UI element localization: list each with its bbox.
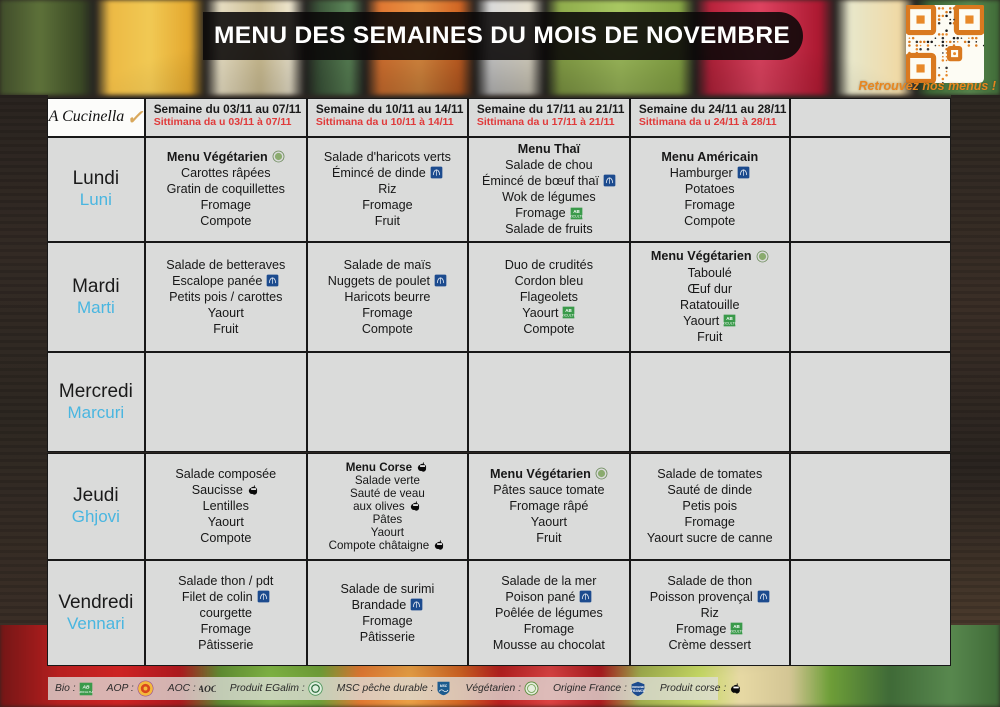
svg-text:AOC: AOC (199, 685, 216, 695)
svg-text:AB: AB (734, 624, 741, 629)
svg-text:AGRICULTURE: AGRICULTURE (730, 630, 743, 634)
svg-text:AB: AB (573, 209, 580, 214)
svg-text:AB: AB (81, 684, 90, 690)
svg-text:AGRICULTURE: AGRICULTURE (570, 214, 583, 218)
svg-text:AGRICULTURE: AGRICULTURE (79, 690, 93, 694)
svg-text:MSC: MSC (440, 684, 448, 688)
svg-text:AGRICULTURE: AGRICULTURE (562, 314, 575, 318)
svg-text:FRANCE: FRANCE (630, 689, 645, 693)
svg-text:AB: AB (727, 316, 734, 321)
svg-text:AB: AB (566, 308, 573, 313)
svg-text:AGRICULTURE: AGRICULTURE (723, 322, 736, 326)
